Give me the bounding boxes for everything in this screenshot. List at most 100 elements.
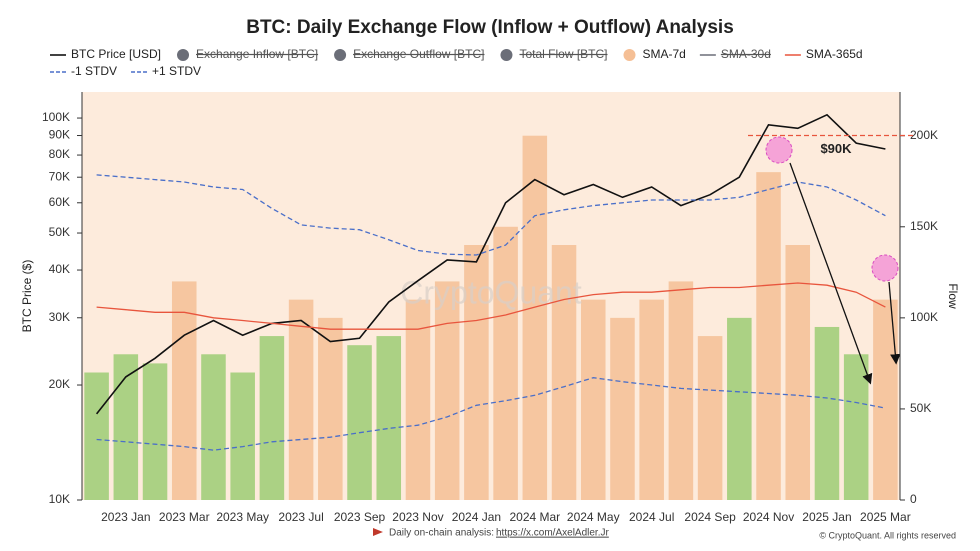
y2-tick-label: 200K	[910, 128, 938, 142]
flow-bar	[434, 281, 460, 500]
flow-bar	[814, 326, 840, 500]
y2-tick-label: 0	[910, 492, 917, 506]
arrow	[888, 281, 901, 365]
legend-label: SMA-7d	[643, 47, 686, 61]
x-tick-label: 2023 Jan	[101, 510, 150, 524]
flow-bar	[84, 372, 109, 500]
flow-bar	[201, 354, 226, 500]
flow-bar	[318, 317, 343, 500]
legend-marker	[177, 49, 190, 61]
flow-bar	[522, 135, 548, 500]
legend-label: BTC Price [USD]	[71, 47, 161, 61]
legend-label: SMA-30d	[721, 47, 771, 61]
x-tick-label: 2023 Mar	[159, 510, 210, 524]
x-tick-label: 2025 Mar	[860, 510, 911, 524]
series-line	[96, 377, 886, 451]
legend-item[interactable]: BTC Price [USD]	[50, 47, 161, 61]
x-tick-label: 2024 Jan	[452, 510, 501, 524]
legend-label: Exchange Outflow [BTC]	[353, 47, 484, 61]
x-tick-label: 2024 May	[567, 510, 620, 524]
flow-bar	[230, 372, 255, 500]
footer: Daily on-chain analysis: https://x.com/A…	[373, 528, 956, 540]
x-tick-label: 2024 Nov	[743, 510, 794, 524]
flow-bar	[756, 172, 781, 500]
series-line	[96, 174, 886, 256]
copyright: © CryptoQuant. All rights reserved	[819, 530, 956, 540]
flow-bar	[347, 345, 372, 500]
legend-item[interactable]: SMA-365d	[784, 47, 863, 61]
x-tick-label: 2025 Jan	[802, 510, 851, 524]
x-tick-label: 2024 Sep	[684, 510, 736, 524]
flow-bar	[727, 317, 752, 500]
x-tick-label: 2023 Nov	[392, 510, 443, 524]
bars-layer	[84, 135, 898, 501]
flow-bar	[288, 299, 314, 500]
source-icon	[373, 528, 383, 536]
flow-bar	[551, 245, 577, 500]
flow-bar	[113, 354, 139, 500]
x-tick-label: 2023 Sep	[334, 510, 386, 524]
arrow	[789, 162, 873, 385]
source-text: Daily on-chain analysis:	[389, 528, 494, 539]
legend-label: +1 STDV	[152, 64, 201, 78]
x-tick-label: 2024 Jul	[629, 510, 674, 524]
legend-label: -1 STDV	[71, 64, 117, 78]
y-tick-label: 30K	[49, 310, 70, 324]
y2-tick-label: 150K	[910, 219, 938, 233]
legend-marker	[334, 49, 347, 61]
flow-bar	[580, 299, 606, 500]
legend-item[interactable]: -1 STDV	[50, 64, 117, 78]
flow-bar	[259, 336, 285, 500]
legend: BTC Price [USD] Exchange Inflow [BTC] Exch…	[50, 47, 863, 78]
flow-bar	[142, 363, 168, 500]
lines-layer	[95, 113, 886, 451]
legend-label: Total Flow [BTC]	[519, 47, 607, 61]
chart-title: BTC: Daily Exchange Flow (Inflow + Outfl…	[246, 17, 734, 38]
flow-bar	[610, 317, 635, 500]
flow-bar	[697, 336, 723, 500]
y-tick-label: 20K	[49, 377, 70, 391]
y-tick-label: 10K	[49, 492, 70, 506]
y2-axis-label: Flow	[946, 283, 960, 309]
flow-bar	[493, 226, 518, 501]
highlight-circle	[765, 136, 793, 164]
flow-bar	[639, 299, 664, 500]
legend-item[interactable]: +1 STDV	[131, 64, 201, 78]
y-axis-label: BTC Price ($)	[20, 260, 34, 333]
y-tick-label: 80K	[49, 147, 70, 161]
flow-bar	[405, 299, 431, 500]
flow-bar	[376, 336, 402, 500]
y-tick-label: 90K	[49, 128, 70, 142]
legend-marker	[500, 49, 513, 61]
flow-bar	[785, 245, 811, 500]
flow-bar	[843, 354, 869, 500]
legend-label: Exchange Inflow [BTC]	[196, 47, 318, 61]
legend-item[interactable]: SMA-30d	[699, 47, 771, 61]
y-tick-label: 60K	[49, 195, 70, 209]
y-tick-label: 40K	[49, 262, 70, 276]
highlight-circle	[871, 254, 899, 282]
watermark: CryptoQuant	[400, 274, 582, 310]
legend-item[interactable]: Total Flow [BTC]	[500, 47, 608, 61]
flow-bar	[873, 299, 898, 500]
source-link[interactable]: https://x.com/AxelAdler.Jr	[496, 528, 609, 539]
series-line	[95, 113, 886, 415]
x-tick-label: 2023 Jul	[278, 510, 323, 524]
legend-item[interactable]: Exchange Inflow [BTC]	[177, 47, 318, 61]
legend-item[interactable]: SMA-7d	[623, 47, 686, 61]
flow-bar	[171, 281, 197, 500]
y-tick-label: 70K	[49, 169, 70, 183]
x-tick-label: 2023 May	[216, 510, 269, 524]
legend-marker	[623, 49, 636, 61]
flow-bar	[668, 281, 694, 500]
y2-tick-label: 100K	[910, 310, 938, 324]
legend-item[interactable]: Exchange Outflow [BTC]	[334, 47, 484, 61]
y-tick-label: 100K	[42, 110, 70, 124]
y-tick-label: 50K	[49, 225, 70, 239]
flow-bar	[464, 245, 489, 500]
y2-tick-label: 50K	[910, 401, 931, 415]
series-line	[96, 282, 886, 330]
x-tick-label: 2024 Mar	[509, 510, 560, 524]
legend-label: SMA-365d	[806, 47, 863, 61]
annotation-markers	[765, 136, 901, 385]
